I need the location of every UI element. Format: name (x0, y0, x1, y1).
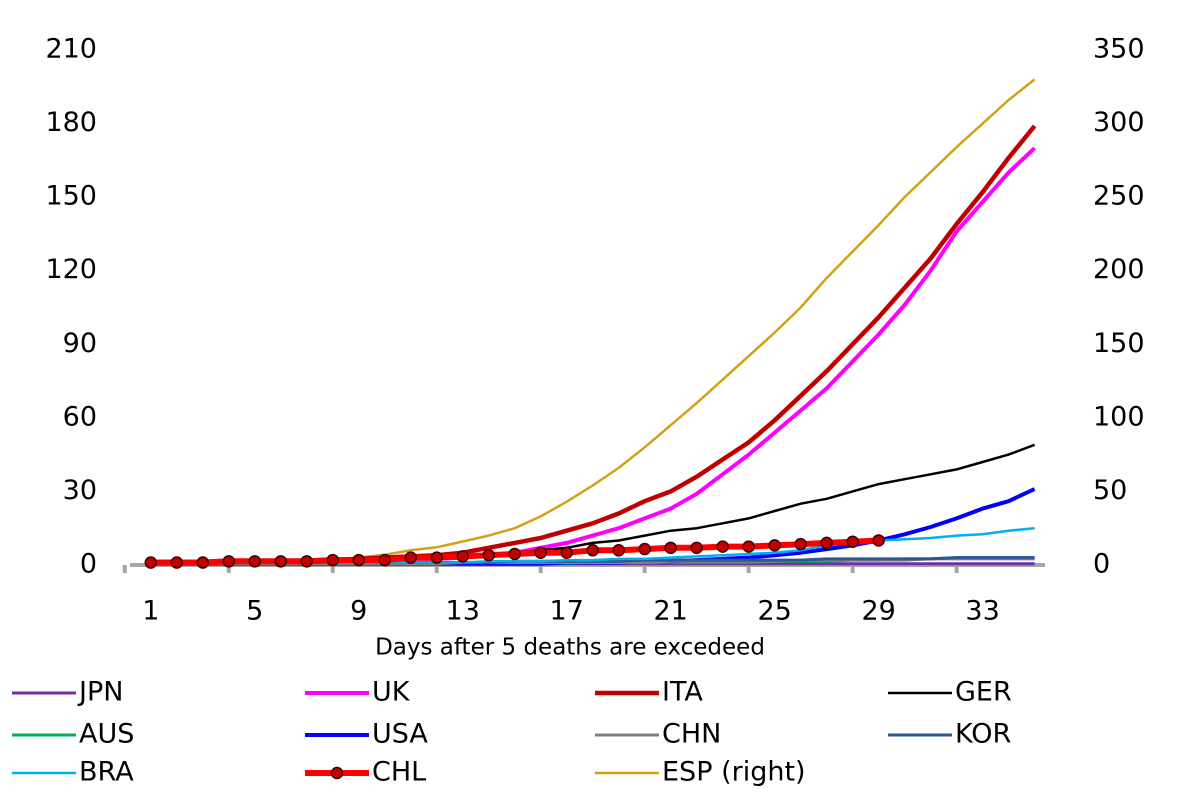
legend-label: BRA (79, 757, 134, 788)
x-tick-label: 13 (446, 596, 480, 627)
series-marker (508, 547, 521, 561)
series-line (150, 146, 1036, 565)
x-tick-label: 29 (861, 596, 895, 627)
series-marker (482, 548, 495, 562)
series-marker (352, 553, 365, 567)
x-tick-label: 33 (965, 596, 999, 627)
series-marker (690, 541, 703, 555)
series-marker (820, 536, 833, 550)
legend-label: ITA (662, 677, 703, 708)
series-marker (248, 555, 262, 568)
legend-marker (330, 766, 344, 780)
legend-label: USA (372, 719, 428, 750)
y2-tick-label: 200 (1093, 254, 1145, 285)
y-tick-label: 210 (45, 34, 97, 65)
legend-label: CHL (372, 757, 426, 788)
y-tick-label: 120 (45, 254, 97, 285)
legend-label: AUS (79, 719, 134, 750)
y-tick-label: 150 (45, 181, 97, 212)
series-marker (664, 541, 677, 555)
legend-label: ESP (right) (662, 757, 806, 788)
x-tick-label: 21 (654, 596, 688, 627)
legend-label: JPN (77, 677, 123, 708)
y-tick-label: 30 (63, 475, 97, 506)
y-tick-label: 90 (63, 328, 97, 359)
series-line (150, 78, 1036, 565)
x-tick-label: 25 (757, 596, 791, 627)
y2-tick-label: 100 (1093, 401, 1145, 432)
series-marker (456, 550, 469, 563)
y2-tick-label: 0 (1093, 549, 1110, 580)
y2-tick-label: 250 (1093, 181, 1145, 212)
x-tick-label: 1 (142, 596, 159, 627)
series-marker (846, 535, 859, 548)
series-marker (430, 551, 443, 564)
series-marker (872, 534, 885, 547)
y-tick-label: 180 (45, 107, 97, 138)
series-marker (222, 555, 236, 568)
series-marker (326, 553, 340, 567)
legend-label: KOR (955, 719, 1011, 750)
series-marker (716, 540, 729, 553)
series-marker (196, 556, 210, 569)
series-marker (612, 544, 625, 557)
y-tick-label: 0 (80, 549, 97, 580)
y2-tick-label: 350 (1093, 34, 1145, 65)
legend-label: GER (955, 677, 1012, 708)
series-line (150, 124, 1037, 565)
x-axis-title: Days after 5 deaths are excedeed (375, 635, 765, 661)
series-marker (378, 553, 391, 567)
series-marker (534, 546, 547, 559)
y2-tick-label: 50 (1093, 475, 1127, 506)
series-marker (274, 555, 288, 568)
x-tick-label: 5 (246, 596, 263, 627)
y2-tick-label: 300 (1093, 107, 1145, 138)
series-marker (742, 540, 755, 553)
series-marker (560, 546, 573, 559)
series-marker (586, 544, 599, 557)
series-marker (170, 556, 184, 569)
y2-tick-label: 150 (1093, 328, 1145, 359)
legend-label: UK (372, 677, 411, 708)
x-tick-label: 17 (550, 596, 584, 627)
series-marker (638, 542, 651, 556)
series-marker (300, 555, 314, 568)
series-marker (768, 539, 781, 552)
legend-label: CHN (662, 719, 721, 750)
series-marker (404, 551, 417, 564)
series-marker (144, 556, 158, 569)
y-tick-label: 60 (63, 401, 97, 432)
series-marker (794, 537, 807, 551)
x-tick-label: 9 (350, 596, 367, 627)
